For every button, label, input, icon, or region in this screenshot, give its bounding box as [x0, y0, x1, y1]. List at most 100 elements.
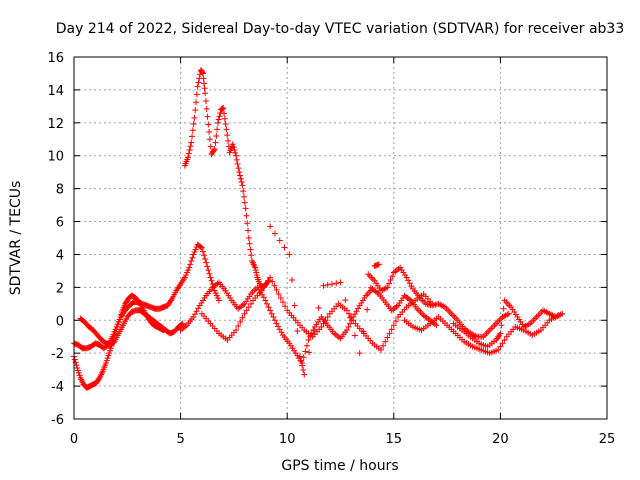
interp-point — [191, 311, 198, 318]
interp-point — [351, 332, 358, 339]
interp-point — [189, 127, 196, 134]
interp-point — [187, 261, 194, 268]
interp-point — [351, 311, 358, 318]
series-arc-zero-early — [77, 307, 186, 348]
data-point — [305, 337, 312, 344]
y-tick-label: -4 — [51, 380, 64, 395]
interp-point — [243, 212, 250, 219]
interp-point — [244, 220, 251, 227]
interp-point — [189, 133, 196, 140]
series-arc-late — [450, 297, 566, 350]
data-point — [320, 282, 327, 289]
interp-point — [355, 305, 362, 312]
interp-point — [271, 317, 278, 324]
data-point — [433, 322, 440, 329]
interp-point — [237, 172, 244, 179]
data-point — [214, 119, 221, 126]
data-point — [318, 323, 325, 330]
interp-point — [195, 305, 202, 312]
data-point — [223, 126, 230, 133]
interp-point — [270, 313, 277, 320]
data-point — [275, 290, 282, 297]
interp-point — [346, 310, 353, 317]
interp-point — [276, 326, 283, 333]
interp-point — [221, 115, 228, 122]
data-point — [258, 287, 265, 294]
interp-point — [345, 323, 352, 330]
interp-point — [310, 327, 317, 334]
interp-point — [206, 270, 213, 277]
interp-point — [188, 258, 195, 265]
interp-point — [302, 348, 309, 355]
interp-point — [333, 280, 340, 287]
interp-point — [234, 160, 241, 167]
axis-ticks: 0 5 10 15 20 25 -6 -4 -2 0 2 4 6 8 10 12 14 16 — [47, 51, 615, 447]
data-points — [71, 67, 566, 391]
x-axis-label: GPS time / hours — [281, 458, 398, 474]
interp-point — [202, 255, 209, 262]
interp-point — [298, 357, 305, 364]
interp-point — [294, 327, 301, 334]
data-point — [202, 90, 209, 97]
interp-point — [213, 132, 220, 139]
interp-point — [390, 322, 397, 329]
interp-point — [271, 282, 278, 289]
series-cluster-afternoon-b — [198, 274, 436, 353]
data-point — [179, 320, 186, 327]
interp-point — [199, 69, 206, 76]
interp-point — [269, 278, 276, 285]
interp-point — [277, 295, 284, 302]
interp-point — [315, 304, 322, 311]
x-tick-label: 15 — [386, 432, 403, 447]
interp-point — [279, 299, 286, 306]
interp-point — [239, 314, 246, 321]
data-point — [267, 223, 274, 230]
interp-point — [185, 150, 192, 157]
interp-point — [235, 323, 242, 330]
data-point — [343, 307, 350, 314]
interp-point — [499, 313, 506, 320]
interp-point — [260, 284, 267, 291]
interp-point — [324, 281, 331, 288]
data-point — [343, 327, 350, 334]
interp-point — [342, 297, 349, 304]
interp-point — [364, 306, 371, 313]
data-point — [267, 307, 274, 314]
series-arc-mid-early — [71, 241, 222, 352]
data-point — [559, 310, 566, 317]
data-point — [273, 320, 280, 327]
interp-point — [262, 281, 269, 288]
series-outliers — [267, 223, 382, 378]
data-point — [215, 297, 222, 304]
data-point — [241, 310, 248, 317]
interp-point — [392, 318, 399, 325]
y-tick-label: 8 — [56, 183, 64, 198]
interp-point — [71, 356, 78, 363]
interp-point — [232, 149, 239, 156]
data-point — [191, 114, 198, 121]
data-point — [229, 141, 236, 148]
interp-point — [207, 143, 214, 150]
y-tick-label: 2 — [56, 281, 64, 296]
interp-point — [235, 165, 242, 172]
interp-point — [205, 267, 212, 274]
interp-point — [500, 305, 507, 312]
data-point — [220, 105, 227, 112]
interp-point — [299, 362, 306, 369]
y-tick-label: 16 — [47, 51, 64, 66]
interp-point — [247, 246, 254, 253]
y-tick-label: -6 — [51, 413, 64, 428]
interp-point — [291, 302, 298, 309]
interp-point — [241, 193, 248, 200]
interp-point — [245, 227, 252, 234]
interp-point — [224, 132, 231, 139]
grid — [74, 57, 607, 419]
interp-point — [268, 310, 275, 317]
y-tick-label: -2 — [51, 347, 64, 362]
y-tick-label: 10 — [47, 150, 64, 165]
interp-point — [353, 308, 360, 315]
interp-point — [221, 110, 228, 117]
data-point — [198, 244, 205, 251]
interp-point — [215, 116, 222, 123]
